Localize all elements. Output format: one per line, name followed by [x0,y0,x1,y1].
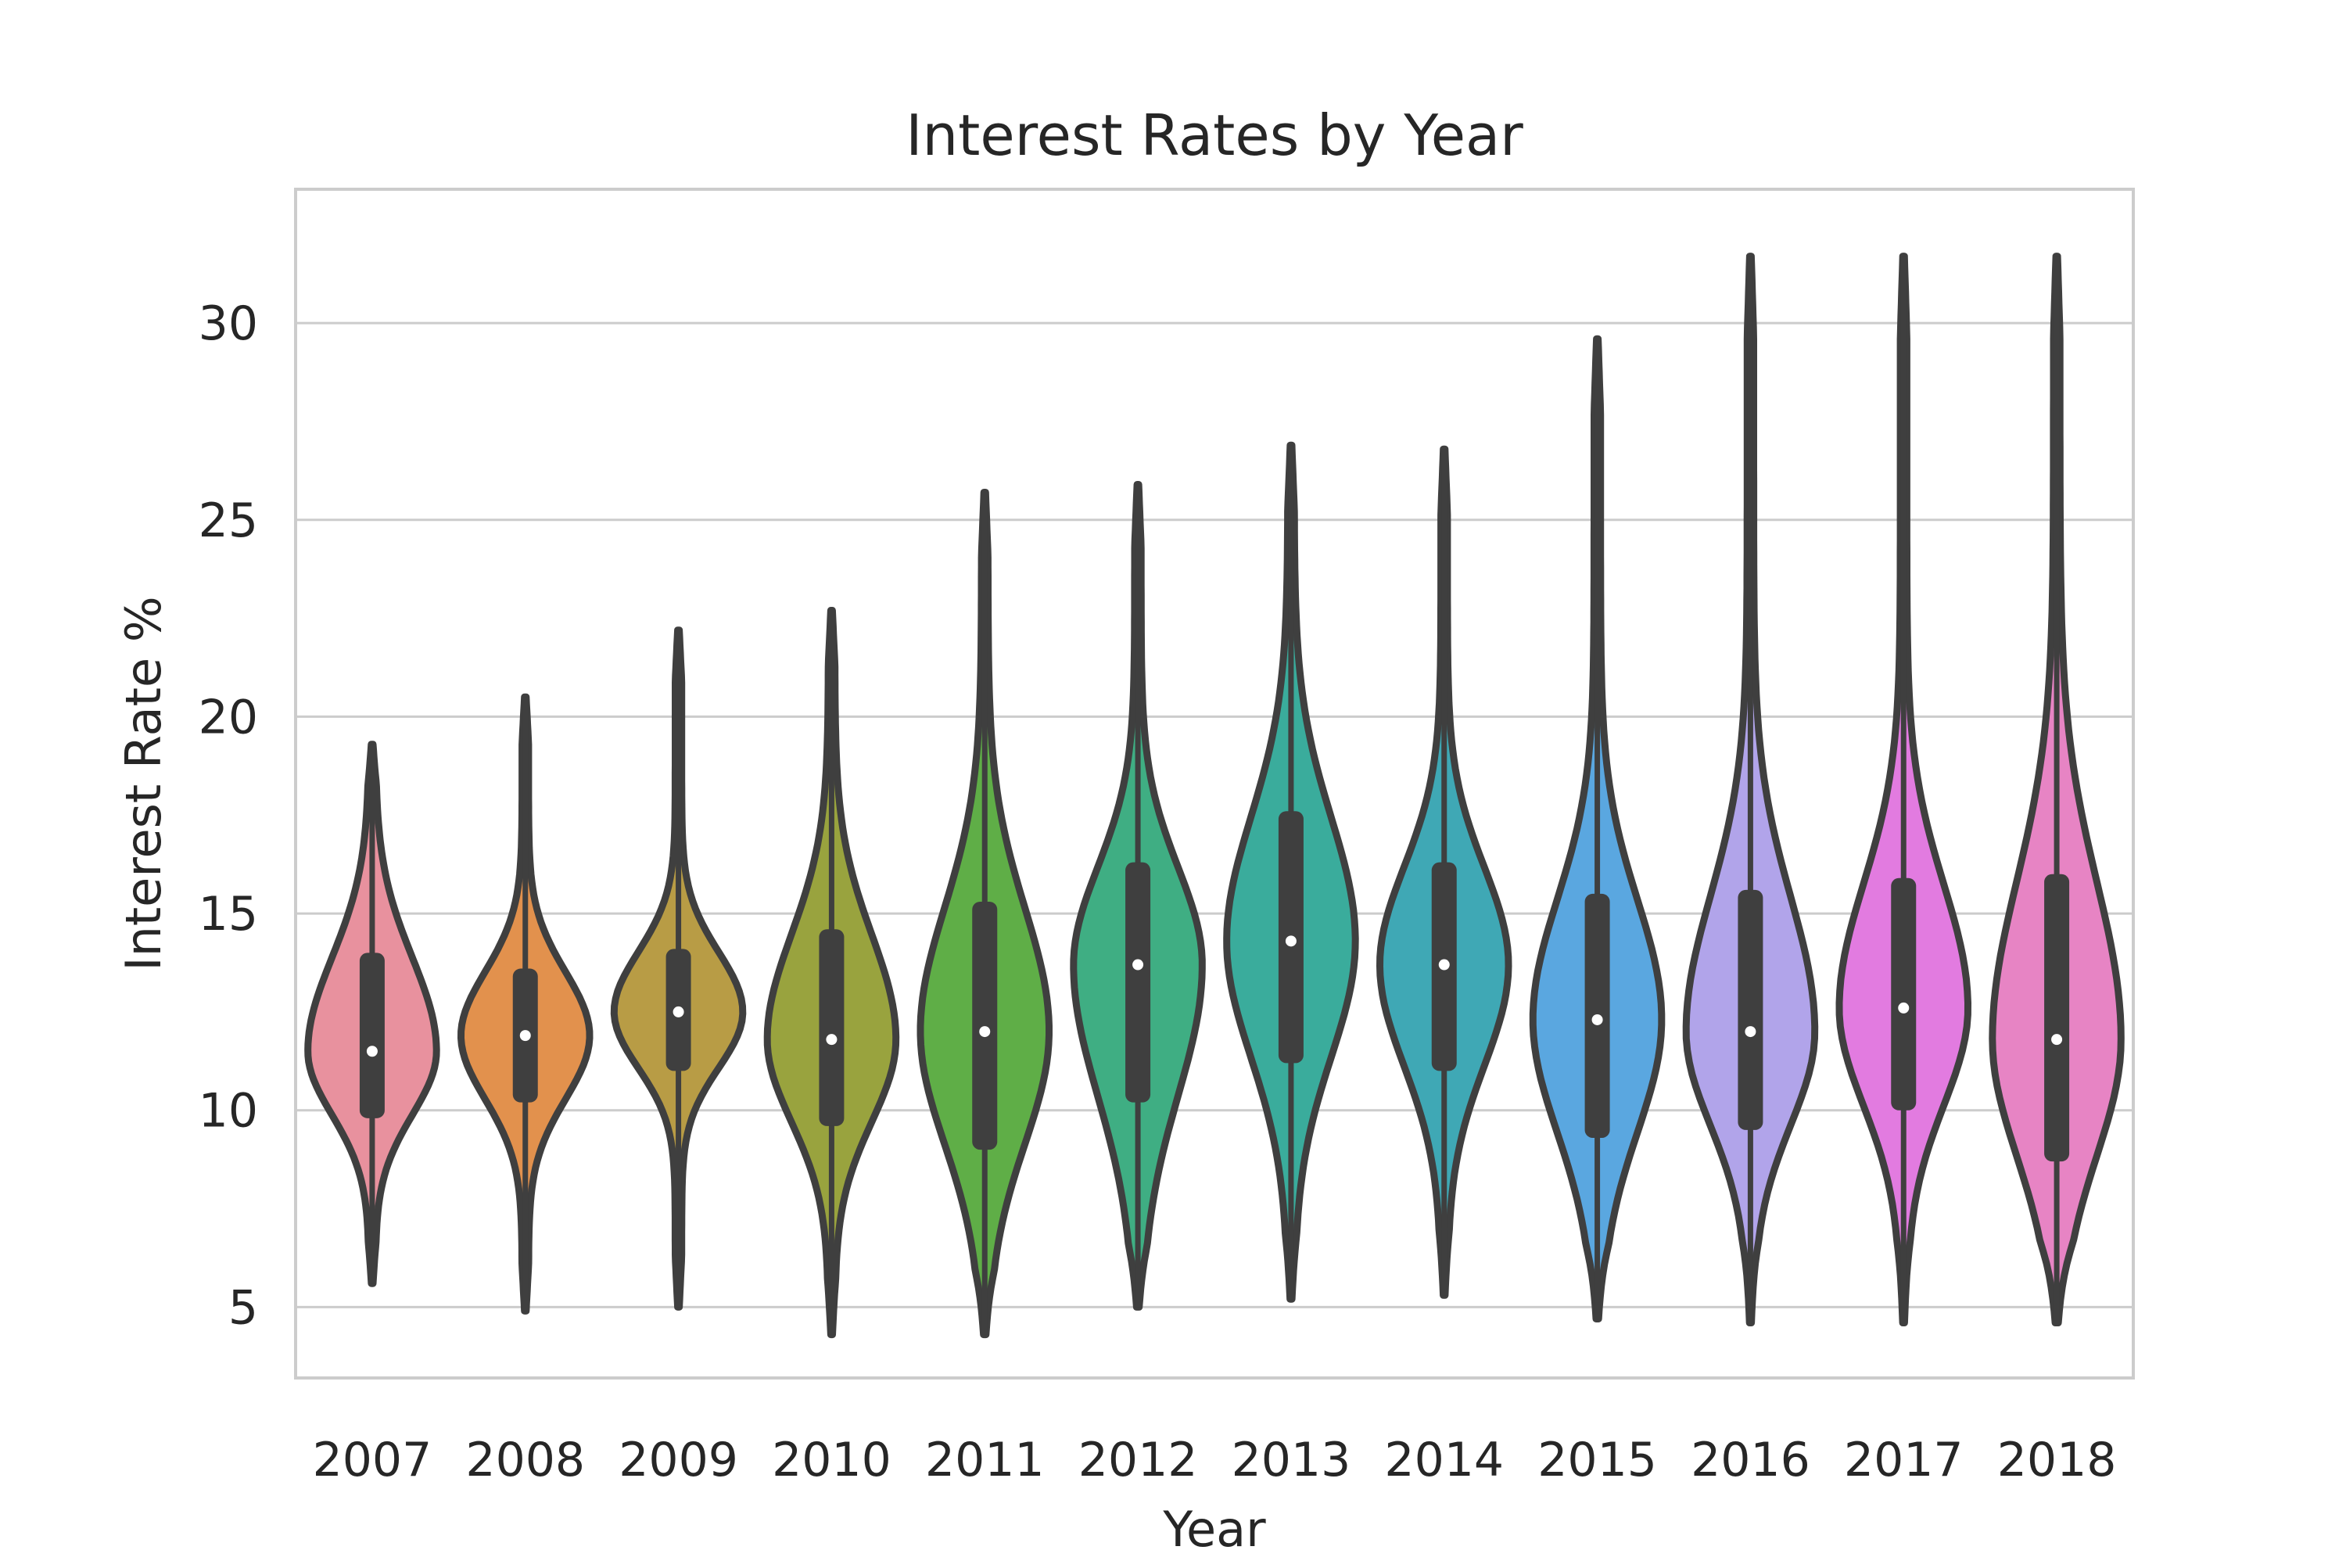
y-tick-label: 30 [199,296,258,351]
violin-median [366,1046,378,1057]
violin-median [979,1026,991,1038]
violin-median [673,1006,684,1017]
x-tick-label: 2013 [1232,1433,1351,1487]
violin-2010 [763,607,900,1339]
violin-median [1898,1002,1910,1014]
x-tick-label: 2007 [313,1433,432,1487]
violin-layer [304,253,2125,1339]
violin-2012 [1070,481,1206,1311]
x-tick-label: 2015 [1537,1433,1657,1487]
violin-iqr-box [819,929,845,1126]
violin-median [1132,959,1144,971]
chart-title: Interest Rates by Year [906,102,1523,168]
violin-2015 [1529,335,1666,1322]
y-tick-label: 25 [199,493,258,548]
grid-layer [296,321,2133,1308]
x-axis-label: Year [1162,1501,1266,1558]
x-tick-label: 2016 [1691,1433,1810,1487]
violin-2016 [1682,253,1819,1326]
y-axis-label: Interest Rate % [115,596,172,971]
y-tick-label: 5 [228,1280,258,1335]
violin-2007 [304,741,440,1287]
violin-2018 [1989,253,2125,1326]
violin-median [1745,1026,1756,1038]
violin-median [1438,959,1450,971]
x-tick-label: 2014 [1384,1433,1504,1487]
x-tick-label: 2010 [772,1433,891,1487]
violin-iqr-box [1891,877,1917,1111]
x-tick-label: 2009 [619,1433,738,1487]
violin-median [1591,1014,1603,1025]
violin-iqr-box [1125,862,1151,1103]
violin-2013 [1223,441,1359,1303]
x-tick-label: 2017 [1844,1433,1964,1487]
x-tick-labels: 2007 2008 2009 2010 2011 2012 2013 2014 2015 2016… [313,1433,2117,1487]
violin-2017 [1835,253,1971,1326]
violin-iqr-box [2044,874,2070,1162]
violin-iqr-box [1738,889,1763,1130]
x-tick-label: 2012 [1078,1433,1198,1487]
x-tick-label: 2011 [925,1433,1045,1487]
violin-2011 [917,489,1053,1339]
x-tick-label: 2018 [1997,1433,2117,1487]
violin-median [1285,935,1297,947]
violin-2008 [457,693,594,1315]
y-tick-label: 15 [199,887,258,942]
violin-median [826,1034,838,1046]
violin-median [2051,1034,2063,1046]
violin-2014 [1376,445,1512,1299]
plot-frame [294,188,2135,1380]
y-tick-label: 10 [199,1084,258,1139]
violin-median [519,1030,531,1042]
violin-iqr-box [972,901,998,1150]
violin-2009 [610,626,747,1311]
violin-iqr-box [359,953,385,1118]
x-tick-label: 2008 [465,1433,585,1487]
y-tick-labels: 5 10 15 20 25 30 [199,296,258,1335]
y-tick-label: 20 [199,690,258,745]
